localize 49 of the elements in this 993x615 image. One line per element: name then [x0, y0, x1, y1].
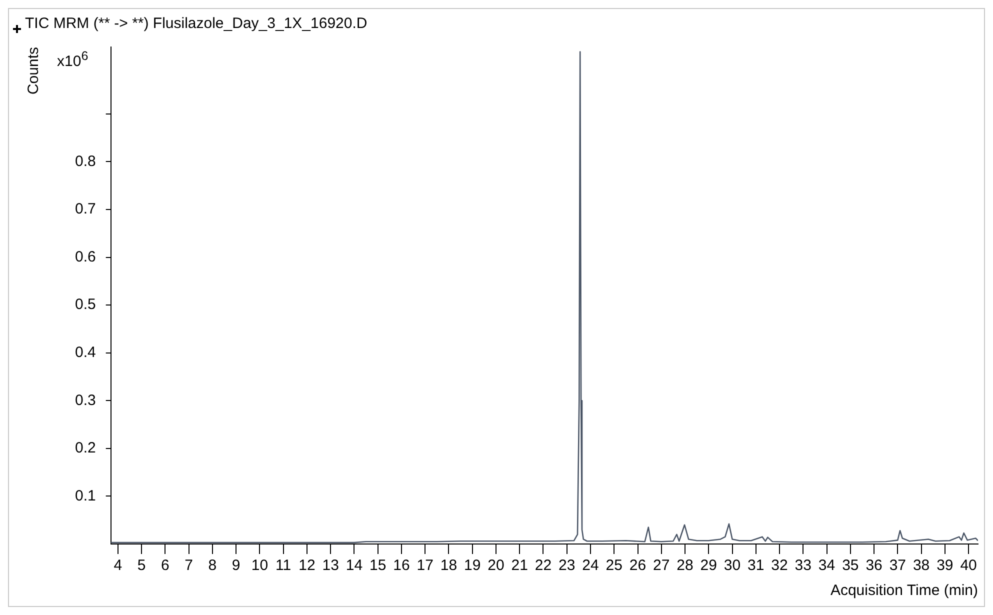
y-tick-label: 0.1 — [74, 487, 96, 504]
x-tick-label: 10 — [251, 557, 268, 574]
x-tick-label: 25 — [606, 557, 622, 574]
y-tick-label: 0.4 — [74, 344, 96, 361]
x-tick-label: 37 — [889, 557, 906, 574]
x-tick-label: 15 — [370, 557, 386, 574]
x-tick-label: 13 — [322, 557, 339, 574]
x-tick-label: 4 — [114, 557, 122, 574]
y-tick-label: 0.3 — [74, 392, 96, 409]
y-axis-title: Counts — [25, 47, 42, 95]
x-tick-label: 5 — [137, 557, 146, 574]
x-tick-label: 32 — [771, 557, 788, 574]
x-tick-label: 9 — [232, 557, 240, 574]
x-tick-label: 12 — [298, 557, 316, 574]
text: x10$^{6}$ — [57, 49, 88, 70]
x-tick-label: 14 — [346, 557, 363, 574]
x-tick-label: 22 — [534, 557, 552, 574]
x-tick-label: 21 — [511, 557, 528, 574]
x-tick-label: 7 — [184, 557, 193, 574]
x-tick-label: 40 — [960, 557, 977, 574]
x-tick-label: 28 — [676, 557, 694, 574]
chart-title: TIC MRM (** -> **) Flusilazole_Day_3_1X_16920.D — [25, 15, 368, 32]
y-tick-label: 0.5 — [74, 296, 96, 314]
x-tick-label: 39 — [936, 557, 954, 574]
x-tick-label: 17 — [416, 557, 434, 574]
x-tick-label: 20 — [488, 557, 504, 574]
x-tick-label: 38 — [912, 557, 930, 574]
x-tick-label: 31 — [748, 557, 764, 574]
x-tick-label: 33 — [794, 557, 812, 574]
x-tick-label: 16 — [393, 557, 410, 574]
x-tick-label: 11 — [276, 557, 292, 574]
x-tick-label: 26 — [629, 557, 646, 574]
x-axis-title: Acquisition Time (min) — [830, 582, 978, 600]
x-tick-label: 36 — [866, 557, 882, 574]
x-tick-label: 24 — [582, 557, 599, 574]
x-tick-label: 35 — [842, 557, 859, 574]
x-tick-label: 29 — [700, 557, 717, 574]
y-tick-label: 0.7 — [74, 200, 96, 218]
x-tick-label: 8 — [208, 557, 217, 574]
y-tick-label: 0.2 — [74, 440, 96, 457]
x-tick-label: 23 — [558, 557, 576, 574]
x-tick-label: 27 — [653, 557, 670, 574]
y-tick-label: 0.8 — [74, 152, 96, 170]
x-tick-label: 18 — [440, 557, 458, 574]
x-tick-label: 34 — [818, 557, 836, 574]
x-tick-label: 30 — [724, 557, 741, 574]
x-tick-label: 19 — [464, 557, 481, 574]
x-tick-label: 6 — [161, 557, 170, 574]
y-tick-label: 0.6 — [74, 248, 96, 266]
